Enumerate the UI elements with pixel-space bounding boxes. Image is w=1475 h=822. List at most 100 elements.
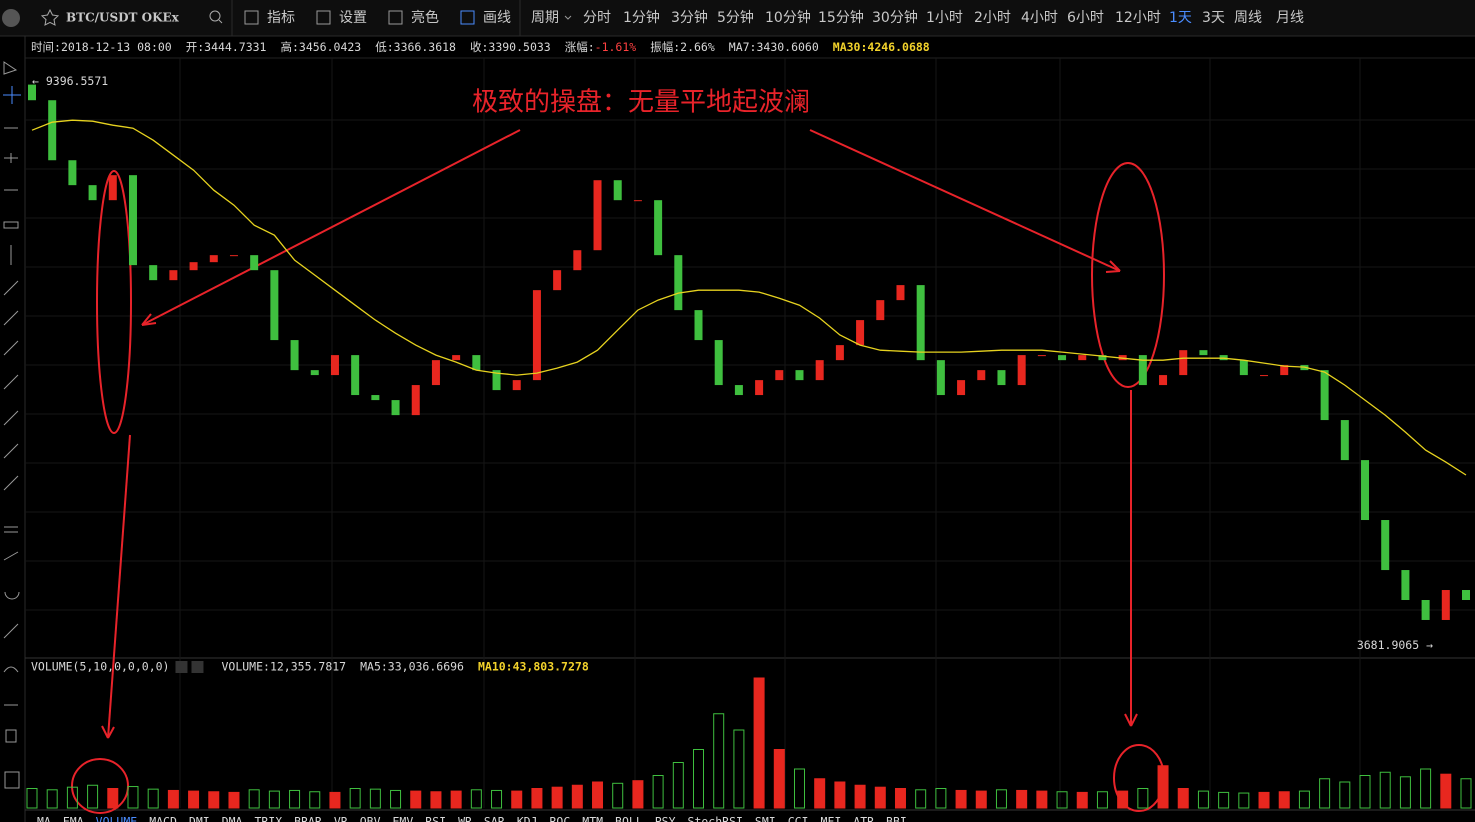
volume-bar (652, 775, 664, 809)
logo[interactable] (2, 9, 20, 27)
tool-icon[interactable] (3, 127, 20, 789)
period-option[interactable]: 30分钟 (872, 9, 918, 26)
indicator-tab[interactable]: ROC (549, 815, 570, 822)
period-option[interactable]: 月线 (1276, 10, 1304, 26)
candle-body (876, 300, 885, 321)
dropdown-icon (564, 15, 572, 20)
indicator-tab[interactable]: SAR (484, 815, 505, 822)
candle-body (1401, 570, 1410, 601)
info-item: MA30:4246.0688 (833, 40, 930, 54)
volume-bar (470, 789, 482, 809)
period-option[interactable]: 5分钟 (717, 9, 754, 26)
settings-icon[interactable] (175, 661, 188, 673)
candle-body (108, 175, 117, 201)
candle-body (48, 100, 57, 161)
indicator-tab[interactable]: WR (458, 815, 472, 822)
indicator-tab[interactable]: RSI (425, 815, 446, 822)
info-label: 时间: (31, 40, 61, 54)
period-option[interactable]: 1天 (1169, 10, 1192, 26)
indicator-tab[interactable]: BOLL (615, 815, 643, 822)
indicator-tab[interactable]: DMA (222, 815, 243, 822)
volume-bar (915, 789, 927, 809)
indicator-tab[interactable]: DMI (189, 815, 210, 822)
candle-body (755, 380, 764, 396)
volume-bar (531, 788, 543, 809)
info-item: 开:3444.7331 (186, 40, 267, 54)
candle-body (1340, 420, 1349, 461)
annotations (71, 129, 1165, 814)
indicator-tab[interactable]: VR (334, 815, 348, 822)
indicator-tab[interactable]: BRAR (294, 815, 322, 822)
candle-body (1017, 355, 1026, 386)
indicator-tab[interactable]: OBV (360, 815, 381, 822)
volume-bar (1339, 781, 1351, 809)
period-option[interactable]: 10分钟 (765, 9, 811, 26)
tool-icon[interactable] (3, 61, 18, 75)
indicator-tab[interactable]: PSY (655, 815, 676, 822)
candle-body (775, 370, 784, 381)
volume-bar (1359, 775, 1371, 809)
max-value: 9396.5571 (46, 74, 108, 88)
volume-bar (571, 784, 583, 809)
indicator-tab[interactable]: MFI (820, 815, 841, 822)
volume-bar (854, 784, 866, 809)
candle-body (1462, 590, 1470, 601)
candle-body (896, 285, 905, 301)
indicator-tab[interactable]: StochRSI (688, 815, 743, 822)
candle-body (734, 385, 743, 396)
tool-icon[interactable] (3, 86, 21, 104)
volume-bar (1420, 768, 1432, 809)
candle-body (1280, 365, 1289, 376)
period-option[interactable]: 1小时 (926, 10, 963, 26)
volume-bar (1460, 778, 1472, 809)
volume-bar (693, 749, 705, 809)
favorite-icon[interactable] (40, 8, 60, 26)
volume-bar (975, 790, 987, 809)
indicator-tab[interactable]: EMA (63, 815, 84, 822)
period-option[interactable]: 4小时 (1021, 10, 1058, 26)
indicator-tab[interactable]: CCI (788, 815, 809, 822)
indicator-tab[interactable]: EMV (393, 815, 414, 822)
candle-body (472, 355, 481, 371)
period-option[interactable]: 1分钟 (623, 9, 660, 26)
period-option[interactable]: 3天 (1202, 10, 1225, 26)
toolbar-button[interactable]: 设置 (339, 10, 367, 26)
toolbar-button[interactable]: 亮色 (411, 9, 439, 26)
volume-bar (672, 762, 684, 809)
toolbar-button[interactable]: 指标 (267, 10, 295, 26)
indicator-tab[interactable]: KDJ (517, 815, 538, 822)
volume-bar (1096, 791, 1108, 809)
indicator-tab[interactable]: TRIX (254, 815, 282, 822)
period-option[interactable]: 15分钟 (818, 9, 864, 26)
period-option[interactable]: 周线 (1234, 10, 1262, 26)
candle-body (613, 180, 622, 201)
close-icon[interactable] (191, 661, 204, 673)
min-value: 3681.9065 (1357, 638, 1419, 652)
period-option[interactable]: 2小时 (974, 10, 1011, 26)
indicator-tab[interactable]: BBI (886, 815, 907, 822)
ma30-line (31, 119, 1467, 476)
toolbar-button[interactable]: 画线 (483, 10, 511, 26)
volume-bar (1157, 765, 1169, 809)
arrow-glyph: ← (32, 74, 46, 88)
candle-body (916, 285, 925, 361)
info-value: 2018-12-13 08:00 (61, 40, 172, 54)
indicator-tab[interactable]: MA (37, 815, 51, 822)
indicator-tab[interactable]: SMI (755, 815, 776, 822)
indicator-tab[interactable]: VOLUME (96, 815, 138, 822)
indicator-tab[interactable]: MACD (149, 815, 177, 822)
period-option[interactable]: 6小时 (1067, 10, 1104, 26)
candle-body (290, 340, 299, 371)
period-option[interactable]: 3分钟 (671, 9, 708, 26)
period-option[interactable]: 12小时 (1115, 10, 1161, 26)
period-label[interactable]: 周期 (531, 10, 559, 26)
highlight-ellipse (71, 758, 129, 814)
search-icon[interactable] (209, 10, 221, 22)
candle-body (1239, 360, 1248, 376)
volume-bar (773, 749, 785, 809)
indicator-tab[interactable]: MTM (582, 815, 603, 822)
period-option[interactable]: 分时 (583, 10, 611, 26)
symbol[interactable]: BTC/USDT OKEx (66, 11, 180, 25)
indicator-tab[interactable]: ATR (853, 815, 874, 822)
candle-body (391, 400, 400, 416)
